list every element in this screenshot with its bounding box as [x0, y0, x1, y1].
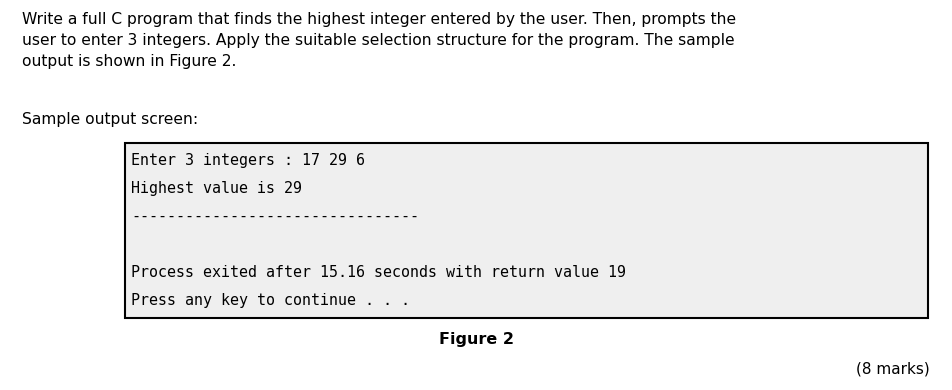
Text: Write a full C program that finds the highest integer entered by the user. Then,: Write a full C program that finds the hi…: [22, 12, 735, 69]
FancyBboxPatch shape: [125, 143, 927, 318]
Text: Enter 3 integers : 17 29 6: Enter 3 integers : 17 29 6: [130, 153, 365, 168]
Text: (8 marks): (8 marks): [855, 362, 929, 377]
Text: --------------------------------: --------------------------------: [130, 209, 419, 224]
Text: Process exited after 15.16 seconds with return value 19: Process exited after 15.16 seconds with …: [130, 265, 625, 280]
Text: Press any key to continue . . .: Press any key to continue . . .: [130, 293, 409, 308]
Text: Highest value is 29: Highest value is 29: [130, 181, 302, 196]
Text: Figure 2: Figure 2: [439, 332, 513, 347]
Text: Sample output screen:: Sample output screen:: [22, 112, 198, 127]
